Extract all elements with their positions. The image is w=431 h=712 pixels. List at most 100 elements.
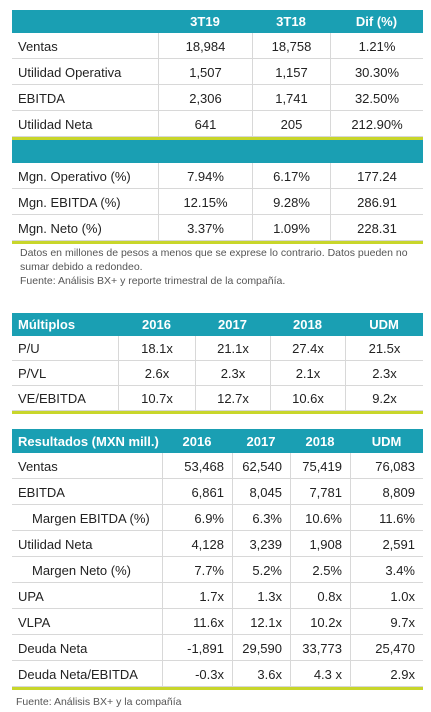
- multiples-table: Múltiplos 2016 2017 2018 UDM P/U 18.1x 21.1x 27.…: [12, 313, 423, 414]
- value-cell: 11.6x: [162, 609, 232, 635]
- table-body: P/U 18.1x 21.1x 27.4x 21.5x P/VL 2.6x 2.3x 2.1x 2…: [12, 336, 423, 411]
- divider: [12, 137, 423, 140]
- value-cell: 2.3x: [345, 361, 423, 386]
- header-cell: Múltiplos: [18, 317, 76, 332]
- table-row: Margen EBITDA (%) 6.9% 6.3% 10.6% 11.6%: [12, 505, 423, 531]
- label-cell: Mgn. Neto (%): [18, 220, 102, 236]
- value-cell: 10.7x: [118, 386, 195, 411]
- label-cell: EBITDA: [18, 90, 65, 106]
- table-row: Mgn. Operativo (%) 7.94% 6.17% 177.24: [12, 163, 423, 189]
- divider: [12, 411, 423, 414]
- header-cell: UDM: [369, 317, 399, 332]
- value-cell: 1,741: [252, 85, 330, 111]
- table-row: Mgn. EBITDA (%) 12.15% 9.28% 286.91: [12, 189, 423, 215]
- label-cell: P/VL: [18, 366, 47, 381]
- header-cell: 3T19: [190, 14, 220, 29]
- value-cell: 2.5%: [290, 557, 350, 583]
- value-cell: 18,984: [158, 33, 252, 59]
- value-cell: 212.90%: [330, 111, 423, 137]
- table-row: Utilidad Neta 641 205 212.90%: [12, 111, 423, 137]
- value-cell: 27.4x: [270, 336, 345, 361]
- table-row: VE/EBITDA 10.7x 12.7x 10.6x 9.2x: [12, 386, 423, 411]
- value-cell: 1.21%: [330, 33, 423, 59]
- divider: [12, 687, 423, 690]
- value-cell: 2,591: [350, 531, 423, 557]
- divider: [12, 241, 423, 244]
- value-cell: 18.1x: [118, 336, 195, 361]
- table-row: Deuda Neta -1,891 29,590 33,773 25,470: [12, 635, 423, 661]
- label-cell: Margen EBITDA (%): [32, 510, 150, 526]
- header-row: Múltiplos 2016 2017 2018 UDM: [12, 313, 423, 336]
- value-cell: 1,157: [252, 59, 330, 85]
- table-row: VLPA 11.6x 12.1x 10.2x 9.7x: [12, 609, 423, 635]
- results-table: Resultados (MXN mill.) 2016 2017 2018 UDM Ven…: [12, 429, 423, 690]
- value-cell: 2.1x: [270, 361, 345, 386]
- table-row: Utilidad Operativa 1,507 1,157 30.30%: [12, 59, 423, 85]
- table-row: EBITDA 2,306 1,741 32.50%: [12, 85, 423, 111]
- value-cell: 4,128: [162, 531, 232, 557]
- value-cell: 177.24: [330, 163, 423, 189]
- header-cell: 2018: [305, 433, 335, 449]
- label-cell: Utilidad Operativa: [18, 64, 122, 80]
- value-cell: 12.7x: [195, 386, 270, 411]
- table-body: Ventas 18,984 18,758 1.21% Utilidad Operativ…: [12, 33, 423, 137]
- value-cell: 30.30%: [330, 59, 423, 85]
- value-cell: 286.91: [330, 189, 423, 215]
- header-cell: 2016: [182, 433, 212, 449]
- label-cell: UPA: [18, 588, 44, 604]
- header-cell: 3T18: [276, 14, 306, 29]
- label-cell: Utilidad Neta: [18, 536, 93, 552]
- label-cell: Utilidad Neta: [18, 116, 93, 132]
- value-cell: 9.7x: [350, 609, 423, 635]
- value-cell: 7.7%: [162, 557, 232, 583]
- value-cell: 3.6x: [232, 661, 290, 687]
- value-cell: 228.31: [330, 215, 423, 241]
- table-body: Ventas 53,468 62,540 75,419 76,083 EBITDA 6,86…: [12, 453, 423, 687]
- value-cell: 8,045: [232, 479, 290, 505]
- value-cell: 1,908: [290, 531, 350, 557]
- table-row: EBITDA 6,861 8,045 7,781 8,809: [12, 479, 423, 505]
- value-cell: 4.3 x: [290, 661, 350, 687]
- value-cell: 6.3%: [232, 505, 290, 531]
- value-cell: 76,083: [350, 453, 423, 479]
- value-cell: 11.6%: [350, 505, 423, 531]
- header-cell: Dif (%): [355, 14, 398, 29]
- table-row: P/VL 2.6x 2.3x 2.1x 2.3x: [12, 361, 423, 386]
- note: Fuente: Análisis BX+ y reporte trimestra…: [20, 275, 286, 287]
- quarterly-table: 3T19 3T18 Dif (%) Ventas 18,984 18,758 1.21% Ut…: [12, 10, 423, 244]
- label-cell: P/U: [18, 341, 40, 356]
- table-row: Margen Neto (%) 7.7% 5.2% 2.5% 3.4%: [12, 557, 423, 583]
- value-cell: 2.6x: [118, 361, 195, 386]
- value-cell: 7,781: [290, 479, 350, 505]
- value-cell: 5.2%: [232, 557, 290, 583]
- value-cell: 1,507: [158, 59, 252, 85]
- label-cell: Mgn. EBITDA (%): [18, 194, 121, 210]
- value-cell: 9.28%: [252, 189, 330, 215]
- value-cell: 25,470: [350, 635, 423, 661]
- header-cell: 2017: [218, 317, 247, 332]
- value-cell: 6.17%: [252, 163, 330, 189]
- value-cell: 2.3x: [195, 361, 270, 386]
- header-cell: UDM: [371, 433, 402, 449]
- value-cell: 3.37%: [158, 215, 252, 241]
- value-cell: 3.4%: [350, 557, 423, 583]
- value-cell: 1.3x: [232, 583, 290, 609]
- label-cell: Mgn. Operativo (%): [18, 168, 131, 184]
- label-cell: VLPA: [18, 614, 51, 630]
- table-row: UPA 1.7x 1.3x 0.8x 1.0x: [12, 583, 423, 609]
- value-cell: 0.8x: [290, 583, 350, 609]
- table-body: Mgn. Operativo (%) 7.94% 6.17% 177.24 Mgn. E…: [12, 163, 423, 241]
- value-cell: 32.50%: [330, 85, 423, 111]
- note: Datos en millones de pesos a menos que s…: [20, 247, 408, 273]
- header-cell: 2018: [293, 317, 322, 332]
- value-cell: 29,590: [232, 635, 290, 661]
- header-row: 3T19 3T18 Dif (%): [12, 10, 423, 33]
- header-cell: 2017: [246, 433, 276, 449]
- value-cell: 1.7x: [162, 583, 232, 609]
- value-cell: 205: [252, 111, 330, 137]
- value-cell: 21.1x: [195, 336, 270, 361]
- label-cell: EBITDA: [18, 484, 65, 500]
- header-row: Resultados (MXN mill.) 2016 2017 2018 UDM: [12, 429, 423, 453]
- table-row: Ventas 53,468 62,540 75,419 76,083: [12, 453, 423, 479]
